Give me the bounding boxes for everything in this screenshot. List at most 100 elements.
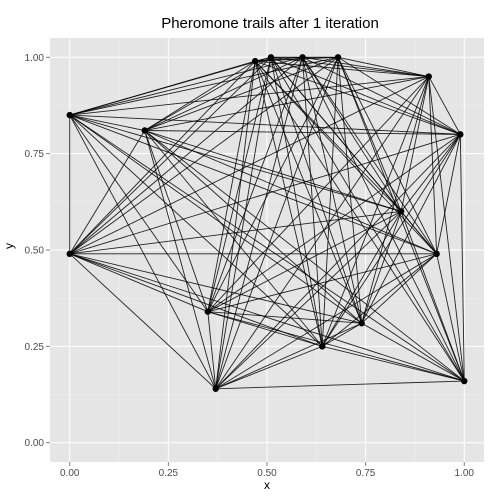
trail-edge: [270, 56, 429, 77]
x-tick-label: 1.00: [455, 468, 475, 479]
trail-edge: [321, 57, 339, 347]
trail-edge: [69, 253, 465, 382]
trail-edge: [270, 57, 323, 347]
trail-edge: [337, 57, 363, 324]
trail-edge: [215, 134, 461, 390]
trail-edge: [361, 76, 430, 324]
y-tick-label: 0.25: [25, 342, 45, 353]
trail-edge: [144, 130, 465, 382]
y-tick-label: 1.00: [25, 53, 45, 64]
trail-edge: [144, 56, 339, 131]
trail-edges: [69, 56, 465, 390]
trail-edge: [337, 57, 402, 212]
trail-edge: [428, 76, 461, 135]
trail-edge: [337, 56, 429, 77]
city-point: [425, 73, 432, 80]
trail-edge: [69, 76, 429, 116]
city-point: [319, 343, 326, 350]
trail-edge: [400, 211, 465, 382]
trail-edge: [69, 114, 437, 255]
trail-edge: [215, 61, 256, 389]
trail-edge: [270, 56, 461, 135]
trail-edge: [144, 56, 303, 131]
x-axis-ticks: 0.00 0.25 0.50 0.75 1.00: [60, 462, 474, 479]
trail-edge: [69, 56, 272, 116]
trail-edge: [337, 57, 438, 255]
trail-edge: [69, 211, 402, 255]
trail-edge: [215, 76, 430, 390]
trail-edge: [321, 211, 402, 347]
trail-edge: [361, 211, 402, 324]
trail-edge: [428, 76, 438, 254]
city-points: [66, 54, 468, 392]
trail-edge: [302, 57, 438, 255]
trail-edge: [321, 76, 430, 347]
x-tick-label: 0.00: [60, 468, 80, 479]
trail-edge: [459, 134, 465, 382]
trail-edge: [215, 345, 323, 390]
trail-edge: [361, 322, 465, 382]
y-tick-label: 0.50: [25, 246, 45, 257]
trail-edge: [361, 134, 461, 324]
trail-edge: [215, 253, 437, 390]
trail-edge: [302, 56, 429, 77]
chart-title: Pheromone trails after 1 iteration: [161, 15, 379, 32]
trail-edge: [69, 56, 303, 255]
trail-edge: [207, 133, 461, 313]
y-axis-ticks: 0.00 0.25 0.50 0.75 1.00: [25, 53, 50, 449]
x-tick-label: 0.25: [159, 468, 179, 479]
trail-edge: [428, 76, 465, 382]
trail-edge: [69, 56, 339, 116]
city-point: [299, 54, 306, 61]
trail-edge: [400, 76, 430, 212]
city-point: [204, 308, 212, 315]
city-point: [457, 131, 464, 138]
trail-edge: [144, 60, 256, 131]
city-point: [334, 54, 342, 61]
trail-edge: [322, 345, 465, 382]
trail-edge: [254, 61, 323, 347]
trail-edge: [254, 60, 437, 255]
trail-edge: [436, 253, 465, 382]
city-point: [358, 320, 365, 327]
trail-edge: [436, 134, 461, 254]
trail-edge: [337, 56, 461, 135]
trail-edge: [215, 380, 465, 390]
y-axis-title: y: [2, 243, 16, 249]
trail-edge: [255, 60, 429, 77]
trail-edge: [69, 114, 145, 131]
trail-edge: [69, 130, 146, 255]
trail-edge: [270, 57, 465, 382]
trail-edge: [215, 57, 272, 389]
city-point: [66, 111, 73, 119]
trail-edge: [337, 57, 465, 382]
trail-edge: [69, 253, 362, 324]
trail-edge: [144, 130, 209, 312]
trail-edge: [302, 57, 465, 382]
trail-edge: [255, 60, 461, 135]
trail-edge: [69, 76, 429, 255]
trail-edge: [207, 253, 437, 313]
trail-edge: [207, 311, 465, 382]
x-tick-label: 0.75: [356, 468, 376, 479]
trail-edge: [207, 311, 323, 347]
y-tick-label: 0.00: [25, 438, 45, 449]
city-point: [461, 377, 468, 385]
trail-edge: [69, 133, 461, 255]
trail-edge: [322, 322, 362, 347]
trail-edge: [144, 56, 272, 131]
trail-edge: [69, 114, 323, 347]
trail-edge: [207, 311, 217, 389]
trail-edge: [361, 253, 437, 324]
trail-edge: [69, 114, 461, 135]
city-point: [433, 250, 440, 258]
city-point: [66, 250, 73, 258]
trail-edge: [215, 57, 303, 389]
trail-edge: [254, 60, 363, 324]
trail-edge: [69, 114, 217, 389]
trail-edge: [302, 57, 323, 347]
trail-edge: [302, 57, 402, 212]
trail-edge: [207, 57, 303, 312]
trail-edge: [69, 114, 362, 324]
